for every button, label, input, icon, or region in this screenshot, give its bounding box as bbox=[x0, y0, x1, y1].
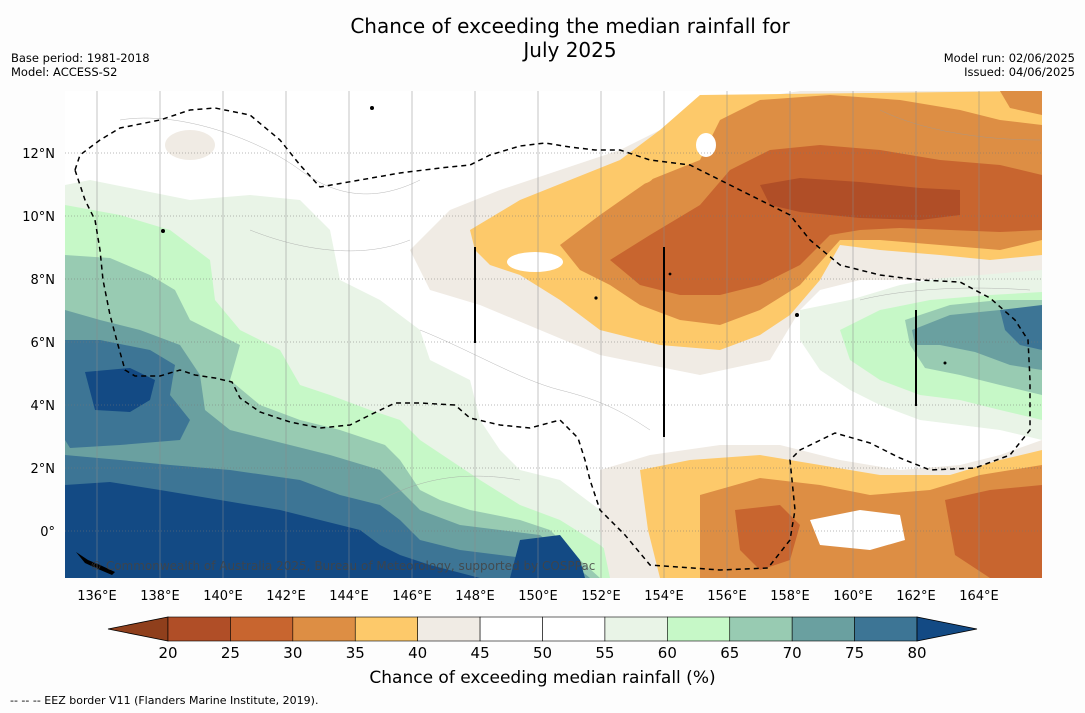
colorbar-swatch bbox=[230, 616, 294, 642]
colorbar-extend-low bbox=[107, 616, 169, 642]
x-tick-label: 150°E bbox=[518, 589, 558, 604]
dry-region-north bbox=[410, 91, 1042, 375]
y-tick-label: 12°N bbox=[22, 147, 55, 162]
x-tick-label: 138°E bbox=[140, 589, 180, 604]
title-line-2: July 2025 bbox=[523, 38, 617, 62]
colorbar-tick-label: 35 bbox=[346, 644, 365, 662]
model-name: Model: ACCESS-S2 bbox=[11, 65, 118, 79]
contour-lines bbox=[119, 109, 1041, 501]
map-title: Chance of exceeding the median rainfall … bbox=[0, 14, 1085, 62]
x-tick-label: 160°E bbox=[833, 589, 873, 604]
graticule bbox=[65, 152, 1042, 532]
colorbar-tick-label: 80 bbox=[907, 644, 926, 662]
colorbar-tick-label: 40 bbox=[408, 644, 427, 662]
meta-right: Model run: 02/06/2025 Issued: 04/06/2025 bbox=[944, 51, 1075, 79]
colorbar-tick-label: 45 bbox=[471, 644, 490, 662]
colorbar-ticks: 20 25 30 35 40 45 50 55 60 65 70 75 80 bbox=[158, 644, 926, 662]
colorbar-tick-label: 20 bbox=[158, 644, 177, 662]
eez-border bbox=[74, 107, 1031, 571]
x-tick-label: 136°E bbox=[77, 589, 117, 604]
colorbar-swatch bbox=[292, 616, 356, 642]
title-line-1: Chance of exceeding the median rainfall … bbox=[350, 14, 790, 38]
colorbar-tick-label: 65 bbox=[720, 644, 739, 662]
y-axis-ticks: 12°N 10°N 8°N 6°N 4°N 2°N 0° bbox=[22, 147, 55, 540]
y-tick-label: 0° bbox=[40, 525, 55, 540]
x-tick-label: 152°E bbox=[581, 589, 621, 604]
x-tick-label: 146°E bbox=[392, 589, 432, 604]
colorbar-tick-label: 70 bbox=[783, 644, 802, 662]
y-tick-label: 4°N bbox=[31, 399, 56, 414]
colorbar bbox=[107, 616, 978, 642]
x-tick-label: 156°E bbox=[707, 589, 747, 604]
colorbar-swatch bbox=[729, 616, 793, 642]
x-tick-label: 164°E bbox=[959, 589, 999, 604]
y-tick-label: 8°N bbox=[31, 273, 56, 288]
y-tick-label: 2°N bbox=[31, 462, 56, 477]
colorbar-tick-label: 50 bbox=[533, 644, 552, 662]
x-tick-label: 162°E bbox=[896, 589, 936, 604]
y-tick-label: 10°N bbox=[22, 210, 55, 225]
colorbar-swatch bbox=[791, 616, 855, 642]
colorbar-tick-label: 75 bbox=[845, 644, 864, 662]
y-tick-label: 6°N bbox=[31, 336, 56, 351]
issued-date: Issued: 04/06/2025 bbox=[964, 65, 1075, 79]
colorbar-swatch bbox=[667, 616, 731, 642]
colorbar-swatch bbox=[604, 616, 668, 642]
colorbar-tick-label: 25 bbox=[221, 644, 240, 662]
x-tick-label: 140°E bbox=[203, 589, 243, 604]
rainfall-map: © Commonwealth of Australia 2025, Bureau… bbox=[65, 91, 1042, 578]
colorbar-swatch bbox=[479, 616, 543, 642]
x-tick-label: 148°E bbox=[455, 589, 495, 604]
colorbar-tick-label: 60 bbox=[658, 644, 677, 662]
colorbar-tick-label: 30 bbox=[283, 644, 302, 662]
zone-dividers bbox=[474, 247, 917, 437]
x-axis-ticks: 136°E 138°E 140°E 142°E 144°E 146°E 148°E 150°E… bbox=[77, 589, 999, 604]
base-period: Base period: 1981-2018 bbox=[11, 51, 150, 65]
x-tick-label: 142°E bbox=[266, 589, 306, 604]
colorbar-extend-high bbox=[916, 616, 978, 642]
meta-left: Base period: 1981-2018 Model: ACCESS-S2 bbox=[11, 51, 150, 79]
x-tick-label: 154°E bbox=[644, 589, 684, 604]
footnote: -- -- -- EEZ border V11 (Flanders Marine… bbox=[10, 694, 319, 707]
x-tick-label: 144°E bbox=[329, 589, 369, 604]
model-run: Model run: 02/06/2025 bbox=[943, 51, 1075, 65]
islands bbox=[76, 106, 947, 575]
colorbar-swatch bbox=[417, 616, 481, 642]
colorbar-swatch bbox=[167, 616, 231, 642]
colorbar-swatch bbox=[354, 616, 418, 642]
neutral-pockets bbox=[165, 130, 716, 272]
colorbar-title: Chance of exceeding median rainfall (%) bbox=[369, 668, 716, 688]
colorbar-swatch bbox=[854, 616, 918, 642]
dry-region-southeast bbox=[600, 440, 1042, 578]
x-tick-label: 158°E bbox=[770, 589, 810, 604]
wet-region-east bbox=[800, 265, 1042, 440]
map-credit: © Commonwealth of Australia 2025, Bureau… bbox=[90, 559, 595, 573]
colorbar-tick-label: 55 bbox=[595, 644, 614, 662]
colorbar-swatch bbox=[542, 616, 606, 642]
